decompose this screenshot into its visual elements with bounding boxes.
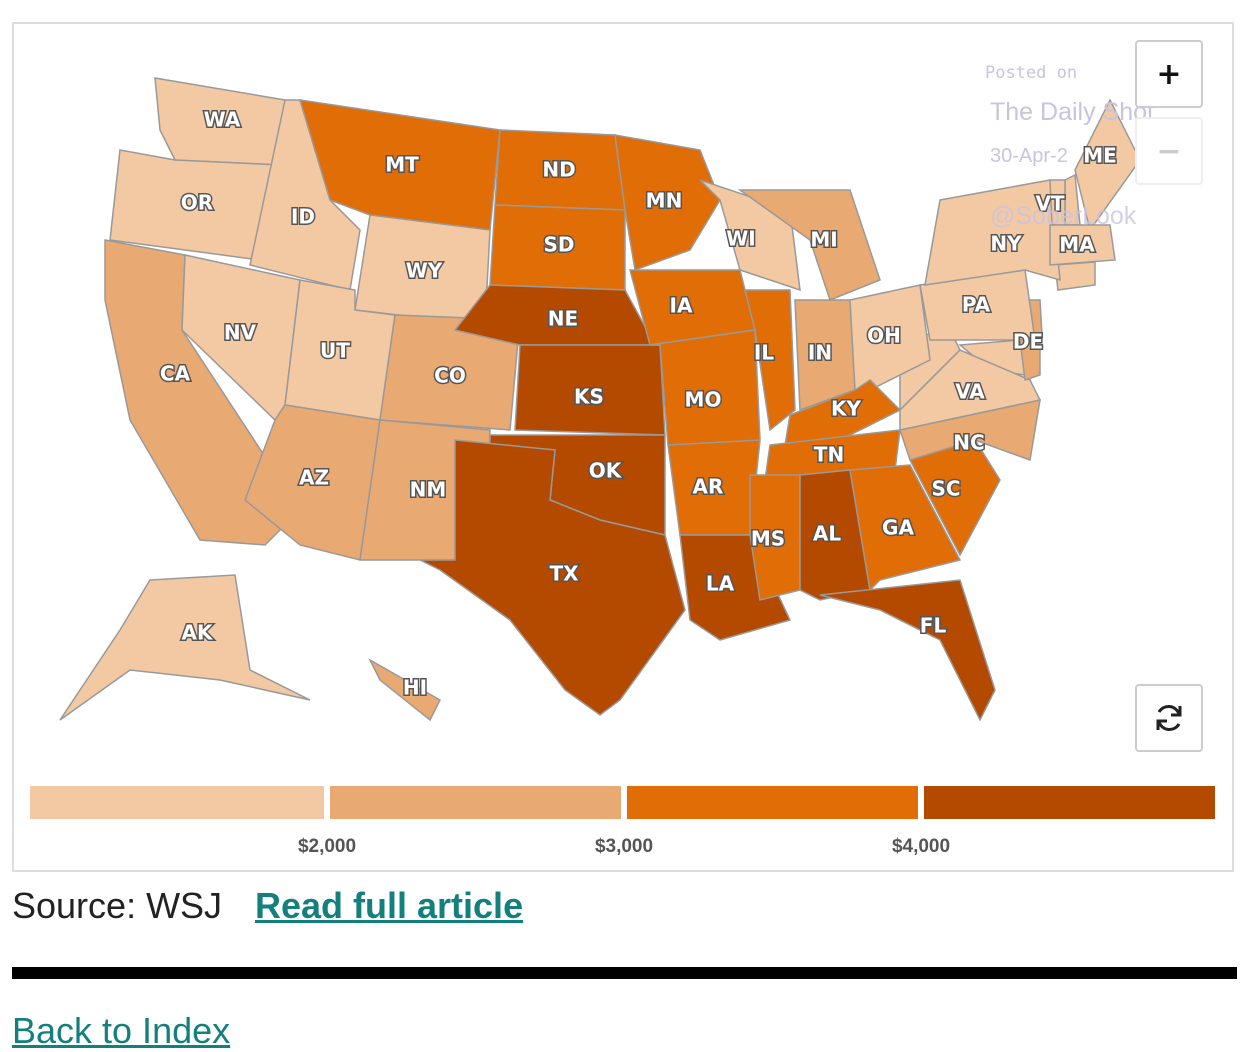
watermark-posted: Posted on bbox=[985, 63, 1077, 83]
state-shape bbox=[749, 474, 801, 601]
state-shape bbox=[849, 464, 962, 592]
legend-swatch bbox=[627, 786, 918, 819]
state-label: MN bbox=[646, 189, 683, 213]
state-label: NY bbox=[990, 232, 1022, 256]
state-label: VA bbox=[955, 380, 985, 404]
state-label: NC bbox=[953, 431, 984, 455]
divider bbox=[12, 967, 1237, 979]
state-shape bbox=[744, 289, 796, 432]
watermark-handle: @SoberLook bbox=[990, 202, 1137, 230]
state-label: TN bbox=[814, 443, 844, 467]
state-shape bbox=[1019, 334, 1041, 382]
state-labels: WA OR CA NV ID MT WY UT CO AZ NM ND SD NE KS OK TX MN IA MO… bbox=[158, 106, 1118, 701]
state-label: MT bbox=[385, 153, 419, 177]
legend-swatch bbox=[924, 786, 1215, 819]
state-label: CO bbox=[434, 364, 466, 388]
state-label: DE bbox=[1013, 330, 1043, 354]
source: Source: WSJ bbox=[12, 885, 223, 926]
state-label: MS bbox=[751, 527, 785, 551]
state-label: IN bbox=[808, 341, 832, 365]
state-label: ME bbox=[1083, 144, 1117, 168]
state-label: UT bbox=[320, 339, 350, 363]
state-shape bbox=[1049, 224, 1116, 266]
state-label: OH bbox=[867, 324, 901, 348]
zoom-out-button[interactable]: − bbox=[1135, 117, 1203, 185]
state-label: NM bbox=[410, 478, 447, 502]
state-label: MI bbox=[810, 228, 837, 252]
state-label: WI bbox=[726, 227, 756, 251]
state-shape bbox=[819, 579, 996, 722]
state-shape bbox=[737, 189, 881, 301]
state-label: SD bbox=[543, 233, 574, 257]
state-label: ND bbox=[542, 158, 575, 182]
state-label: AR bbox=[693, 475, 724, 499]
article-link[interactable]: Read full article bbox=[255, 885, 524, 926]
state-shape bbox=[924, 179, 1061, 286]
back-link[interactable]: Back to Index bbox=[12, 1010, 231, 1051]
watermark-date: 30-Apr-2 bbox=[990, 145, 1068, 167]
watermark-site: The Daily Shot bbox=[990, 98, 1154, 126]
legend-tick-label: $3,000 bbox=[595, 836, 653, 857]
state-label: KS bbox=[574, 385, 604, 409]
state-label: HI bbox=[403, 676, 427, 700]
zoom-in-button[interactable]: + bbox=[1135, 40, 1203, 108]
state-label: CA bbox=[160, 362, 191, 386]
state-label: VT bbox=[1035, 192, 1064, 216]
map-frame bbox=[12, 22, 1234, 872]
state-shape bbox=[614, 134, 721, 272]
state-label: SC bbox=[931, 477, 960, 501]
state-shape bbox=[1054, 261, 1096, 291]
state-label: LA bbox=[706, 572, 735, 596]
state-label: IL bbox=[754, 341, 774, 365]
state-label: NV bbox=[224, 321, 257, 345]
state-label: PA bbox=[962, 293, 991, 317]
reset-button[interactable] bbox=[1135, 684, 1203, 752]
legend-tick-label: $2,000 bbox=[298, 836, 356, 857]
state-label: MO bbox=[685, 388, 722, 412]
state-shape bbox=[59, 574, 311, 721]
state-label: MA bbox=[1059, 233, 1095, 257]
state-label: TX bbox=[549, 562, 579, 586]
legend-tick-label: $4,000 bbox=[892, 836, 950, 857]
state-label: ID bbox=[291, 205, 315, 229]
state-label: OK bbox=[589, 459, 623, 483]
state-label: KY bbox=[831, 397, 861, 421]
states bbox=[59, 77, 1141, 722]
state-label: GA bbox=[882, 516, 914, 540]
state-label: AL bbox=[813, 522, 841, 546]
legend-swatch bbox=[30, 786, 324, 819]
map: WA OR CA NV ID MT WY UT CO AZ NM ND SD NE KS OK TX MN IA MO… bbox=[30, 63, 1215, 857]
reset-icon bbox=[1156, 705, 1182, 731]
state-shape bbox=[368, 658, 441, 722]
state-label: FL bbox=[920, 614, 947, 638]
legend-swatch bbox=[330, 786, 621, 819]
state-label: IA bbox=[670, 294, 693, 318]
state-shape bbox=[419, 439, 686, 716]
state-label: WA bbox=[204, 108, 241, 132]
state-shape bbox=[679, 534, 792, 641]
state-label: AK bbox=[182, 621, 214, 645]
state-shape bbox=[899, 349, 1042, 431]
state-label: WY bbox=[406, 259, 443, 283]
state-shape bbox=[849, 284, 931, 391]
state-label: OR bbox=[181, 191, 213, 215]
state-label: AZ bbox=[299, 466, 329, 490]
state-label: NE bbox=[548, 307, 578, 331]
